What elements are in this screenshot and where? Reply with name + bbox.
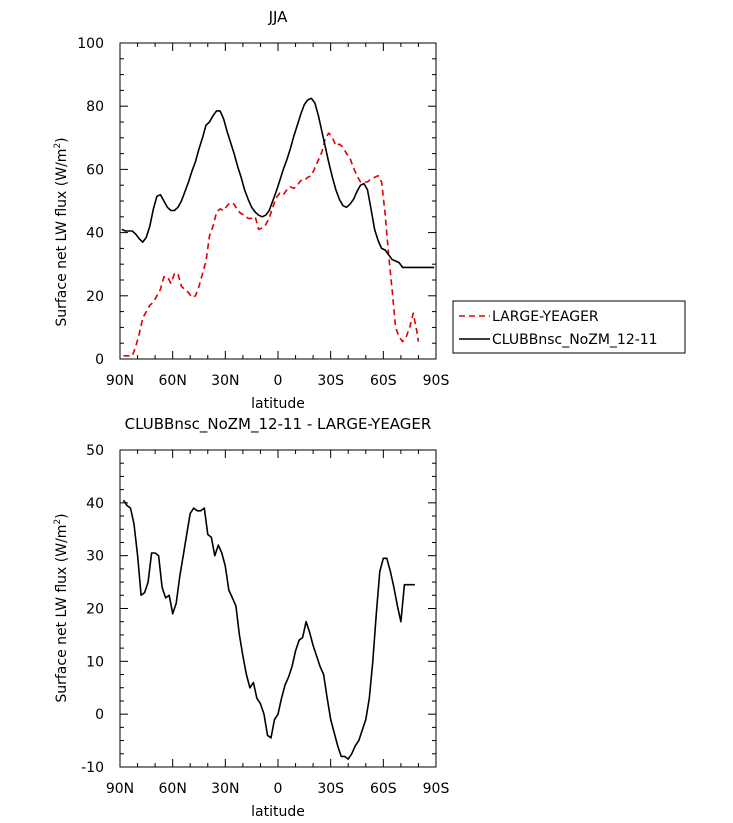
y-tick-label: 100 xyxy=(77,36,104,52)
x-tick-label: 90S xyxy=(423,373,450,389)
y-tick-label: 30 xyxy=(86,549,104,565)
legend-label-clubbnsc: CLUBBnsc_NoZM_12-11 xyxy=(492,332,658,348)
chart-bottom-xlabel: latitude xyxy=(251,804,305,820)
x-tick-label: 30N xyxy=(211,373,239,389)
y-tick-label: 0 xyxy=(95,352,104,368)
chart-top-ylabel: Surface net LW flux (W/m2) xyxy=(53,137,70,326)
x-tick-label: 60S xyxy=(370,373,397,389)
x-tick-label: 60N xyxy=(159,373,187,389)
x-tick-label: 30S xyxy=(317,373,344,389)
chart-top-ylabel-main: Surface net LW flux (W/m xyxy=(54,149,70,327)
x-tick-label: 60S xyxy=(370,781,397,797)
chart-top-title: JJA xyxy=(268,8,289,26)
y-tick-label: 10 xyxy=(86,654,104,670)
y-tick-label: 0 xyxy=(95,707,104,723)
chart-bottom-title: CLUBBnsc_NoZM_12-11 - LARGE-YEAGER xyxy=(125,415,432,434)
chart-top-axes xyxy=(119,42,437,360)
x-tick-label: 0 xyxy=(274,781,283,797)
chart-top-plot xyxy=(121,97,435,357)
series-line-large-yeager xyxy=(123,132,420,357)
y-tick-label: 20 xyxy=(86,602,104,618)
x-tick-label: 0 xyxy=(274,373,283,389)
legend-frame xyxy=(452,300,686,354)
y-tick-label: 60 xyxy=(86,162,104,178)
chart-bottom-ylabel-sup: 2 xyxy=(53,519,63,525)
legend-label-large-yeager: LARGE-YEAGER xyxy=(492,309,599,325)
x-tick-label: 90N xyxy=(106,781,134,797)
chart-top-legend: LARGE-YEAGER CLUBBnsc_NoZM_12-11 xyxy=(452,300,686,354)
chart-top-ylabel-end: ) xyxy=(54,137,70,142)
y-tick-label: -10 xyxy=(81,760,104,776)
chart-top-xlabel: latitude xyxy=(251,396,305,412)
chart-bottom-axes xyxy=(119,449,437,768)
y-tick-label: 50 xyxy=(86,443,104,459)
chart-bottom-ylabel: Surface net LW flux (W/m2) xyxy=(53,513,70,702)
chart-bottom-ylabel-end: ) xyxy=(54,513,70,518)
chart-bottom: CLUBBnsc_NoZM_12-11 - LARGE-YEAGER latit… xyxy=(53,415,449,820)
x-tick-label: 30N xyxy=(211,781,239,797)
series-line-clubbnsc-nozm-12-11 xyxy=(121,97,435,269)
chart-top: JJA latitude Surface net LW flux (W/m2) … xyxy=(53,8,686,412)
x-tick-label: 30S xyxy=(317,781,344,797)
chart-top-ticks: 0 20 40 60 80 100 90N 60N 30N 0 30S 60S 90S xyxy=(77,36,449,389)
y-tick-label: 80 xyxy=(86,99,104,115)
chart-bottom-ylabel-main: Surface net LW flux (W/m xyxy=(54,525,70,703)
chart-bottom-ticks: -10 0 10 20 30 40 50 90N 60N 30N 0 30S 60S 90S xyxy=(81,443,449,797)
plot-frame xyxy=(119,42,437,360)
y-tick-label: 40 xyxy=(86,226,104,242)
y-tick-label: 40 xyxy=(86,496,104,512)
chart-bottom-plot xyxy=(122,499,415,760)
chart-top-ylabel-sup: 2 xyxy=(53,143,63,149)
series-line-0 xyxy=(122,499,415,760)
x-tick-label: 90S xyxy=(423,781,450,797)
y-tick-label: 20 xyxy=(86,289,104,305)
plot-frame xyxy=(119,449,437,768)
x-tick-label: 60N xyxy=(159,781,187,797)
x-tick-label: 90N xyxy=(106,373,134,389)
